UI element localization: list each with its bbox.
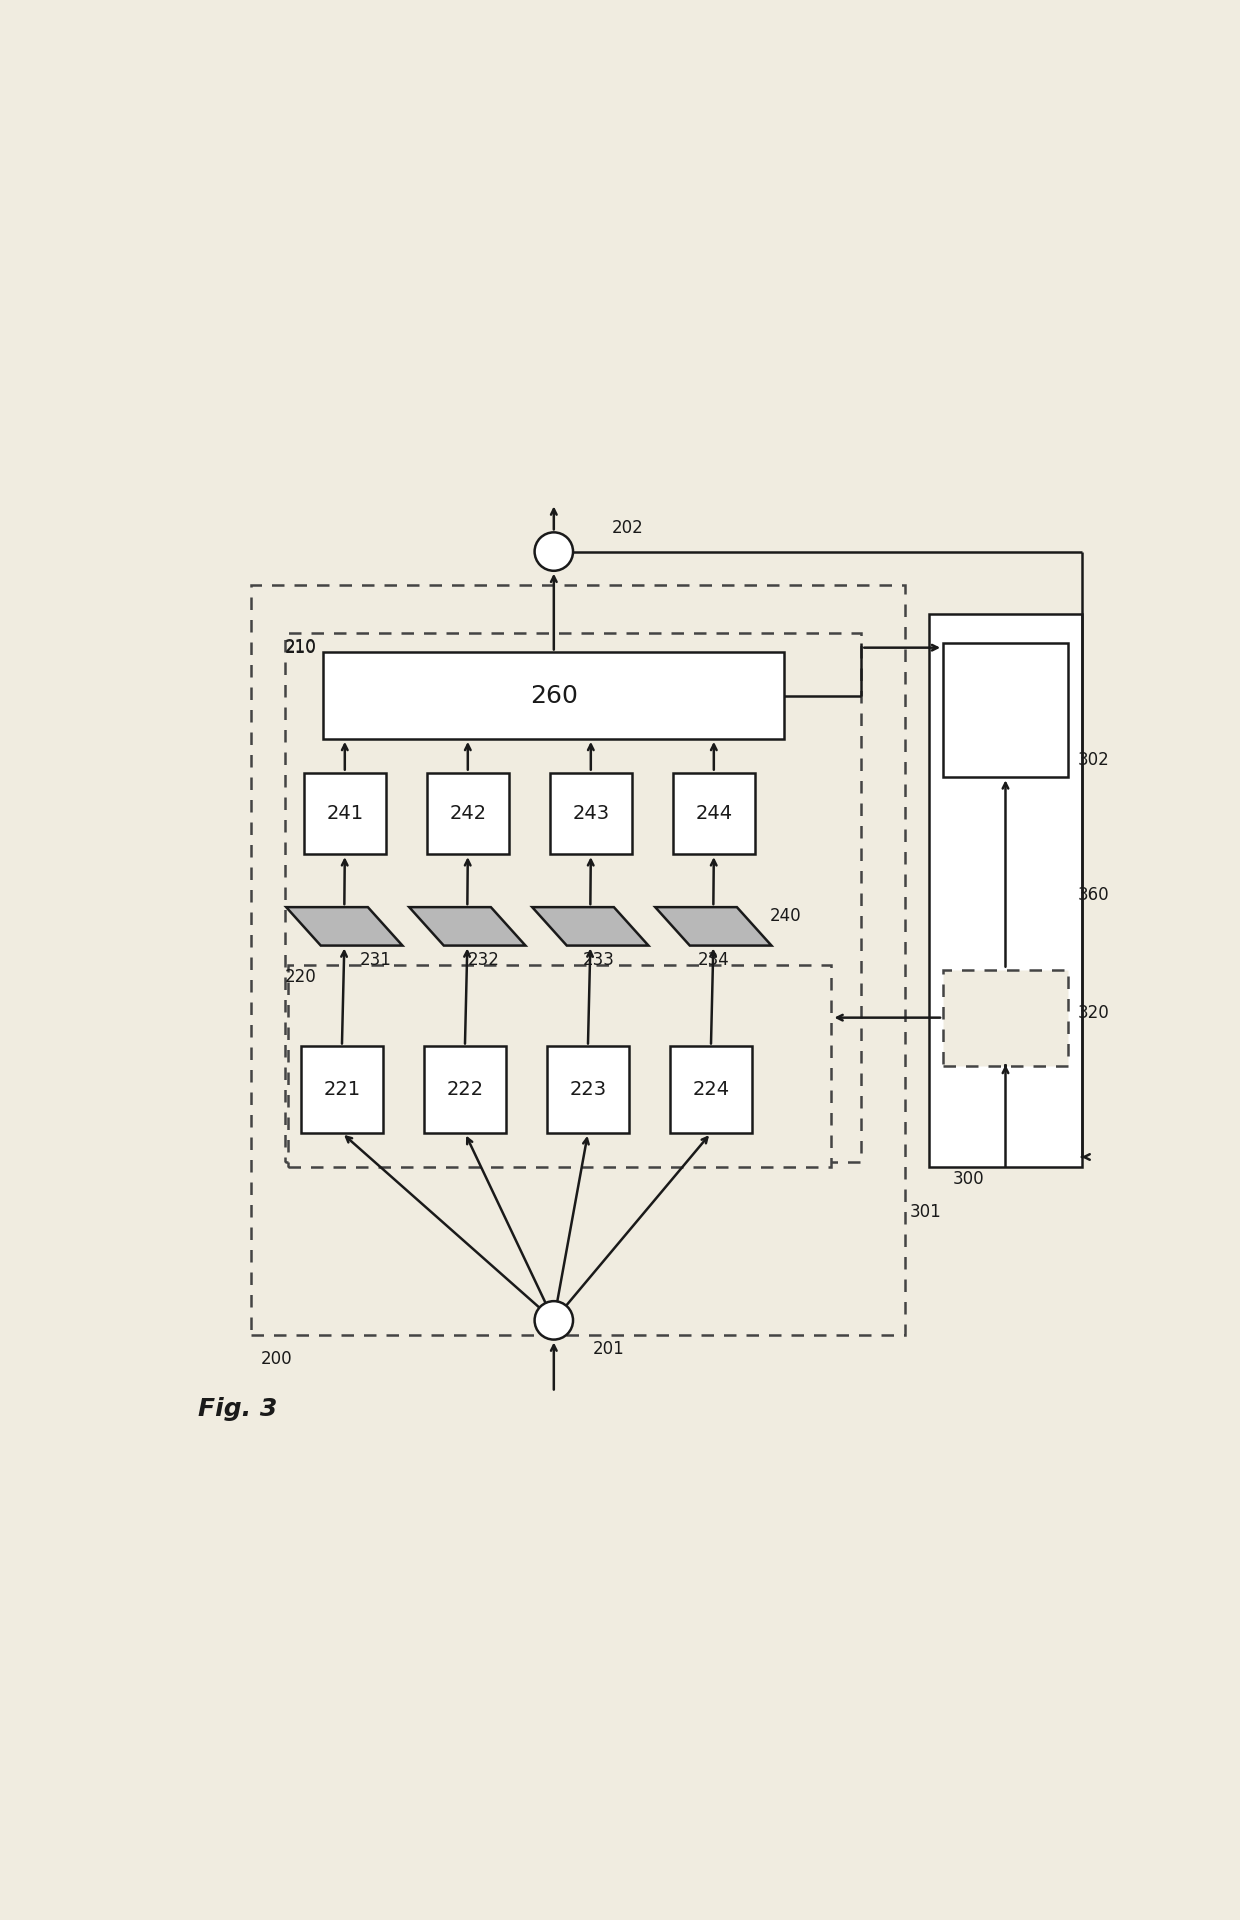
Text: 360: 360 — [1078, 885, 1110, 904]
Text: 234: 234 — [698, 950, 729, 970]
Text: 260: 260 — [529, 684, 578, 708]
Text: 202: 202 — [611, 518, 644, 536]
Text: 302: 302 — [1078, 751, 1110, 770]
Text: 220: 220 — [285, 968, 316, 987]
Polygon shape — [409, 906, 526, 945]
Bar — [670, 1046, 751, 1133]
Text: 221: 221 — [324, 1081, 361, 1100]
Text: 320: 320 — [1078, 1004, 1110, 1021]
Polygon shape — [532, 906, 649, 945]
Bar — [551, 772, 631, 854]
Text: 242: 242 — [449, 804, 486, 824]
Bar — [285, 634, 862, 1162]
Text: 224: 224 — [692, 1081, 729, 1100]
Bar — [250, 586, 905, 1334]
Text: 300: 300 — [952, 1169, 985, 1188]
Text: 301: 301 — [909, 1202, 941, 1221]
Bar — [547, 1046, 629, 1133]
Text: 222: 222 — [446, 1081, 484, 1100]
Text: 200: 200 — [260, 1350, 293, 1367]
Bar — [324, 653, 785, 739]
Text: 231: 231 — [360, 950, 392, 970]
Bar — [929, 614, 1083, 1167]
Polygon shape — [655, 906, 771, 945]
Text: 223: 223 — [569, 1081, 606, 1100]
Circle shape — [534, 1302, 573, 1340]
Circle shape — [534, 532, 573, 570]
Text: 243: 243 — [572, 804, 609, 824]
Bar — [304, 772, 386, 854]
Bar — [424, 1046, 506, 1133]
Text: 232: 232 — [467, 950, 500, 970]
Text: 240: 240 — [770, 906, 802, 925]
Text: 241: 241 — [326, 804, 363, 824]
Polygon shape — [286, 906, 403, 945]
Bar — [427, 772, 508, 854]
Bar — [942, 970, 1068, 1066]
Text: 201: 201 — [593, 1340, 624, 1357]
Text: 210: 210 — [285, 637, 316, 657]
Bar — [942, 643, 1068, 778]
Text: 244: 244 — [696, 804, 733, 824]
Text: Fig. 3: Fig. 3 — [198, 1396, 278, 1421]
Bar — [301, 1046, 383, 1133]
Bar — [673, 772, 755, 854]
Text: 210: 210 — [285, 639, 316, 657]
Bar — [288, 964, 831, 1167]
Text: 233: 233 — [583, 950, 615, 970]
